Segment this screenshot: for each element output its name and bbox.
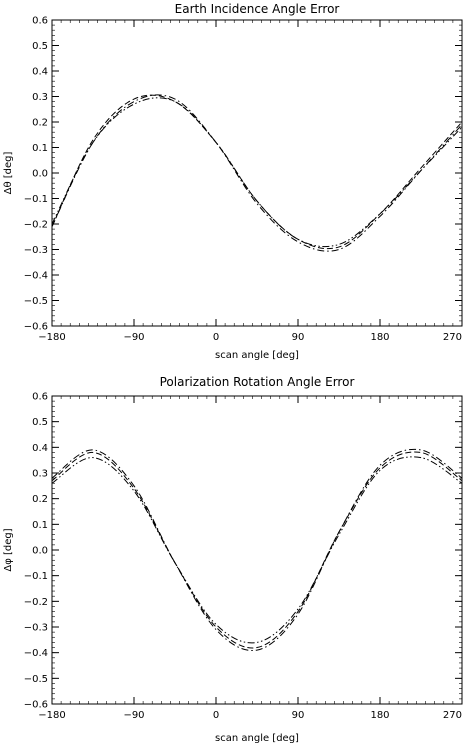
y-tick-label: 0.6 <box>32 392 48 403</box>
y-tick-label: 0.2 <box>32 494 48 505</box>
x-tick-label: −90 <box>123 332 144 343</box>
y-tick-label: 0.1 <box>32 520 48 531</box>
x-tick-label: 90 <box>292 710 305 721</box>
y-tick-label: 0.3 <box>32 469 48 480</box>
y-tick-label: −0.4 <box>24 648 48 659</box>
x-tick-label: 0 <box>213 332 219 343</box>
y-axis-label: Δθ [deg] <box>3 152 14 195</box>
chart-earth-incidence-angle-error: Earth Incidence Angle Error scan angle [… <box>3 2 463 361</box>
y-tick-label: −0.5 <box>24 296 48 307</box>
x-tick-label: −90 <box>123 710 144 721</box>
y-tick-label: −0.6 <box>24 322 48 333</box>
series-line-2 <box>51 448 463 652</box>
x-tick-label: 0 <box>213 710 219 721</box>
y-tick-label: −0.3 <box>24 623 48 634</box>
chart-polarization-rotation-angle-error: Polarization Rotation Angle Error scan a… <box>3 375 463 744</box>
y-tick-label: −0.1 <box>24 194 48 205</box>
chart-title: Polarization Rotation Angle Error <box>160 375 355 389</box>
y-tick-label: −0.5 <box>24 674 48 685</box>
y-tick-label: −0.4 <box>24 271 48 282</box>
series-line-1 <box>51 451 463 649</box>
y-tick-label: 0.0 <box>32 546 48 557</box>
y-tick-label: 0.3 <box>32 92 48 103</box>
chart-title: Earth Incidence Angle Error <box>175 2 340 16</box>
x-tick-label: 270 <box>443 710 462 721</box>
y-tick-label: 0.0 <box>32 169 48 180</box>
series-line-2 <box>51 94 463 252</box>
x-axis-label: scan angle [deg] <box>215 350 299 361</box>
y-axis-label: Δφ [deg] <box>3 528 14 571</box>
plot-frame <box>51 19 463 327</box>
y-tick-label: −0.2 <box>24 220 48 231</box>
y-tick-label: 0.2 <box>32 118 48 129</box>
x-axis-label: scan angle [deg] <box>215 733 299 744</box>
y-tick-label: 0.4 <box>32 67 48 78</box>
y-tick-label: 0.4 <box>32 443 48 454</box>
series-line-3 <box>51 456 463 644</box>
x-tick-label: 180 <box>370 332 389 343</box>
x-tick-label: −180 <box>38 710 65 721</box>
x-tick-label: 180 <box>370 710 389 721</box>
x-tick-label: 90 <box>292 332 305 343</box>
y-tick-label: −0.2 <box>24 597 48 608</box>
series-line-3 <box>51 97 463 248</box>
minor-ticks <box>51 395 463 705</box>
y-tick-label: −0.3 <box>24 245 48 256</box>
x-tick-label: −180 <box>38 332 65 343</box>
y-tick-label: 0.1 <box>32 143 48 154</box>
series-line-1 <box>51 94 463 250</box>
minor-ticks <box>51 19 463 327</box>
plot-frame <box>51 395 463 705</box>
y-tick-label: 0.6 <box>32 16 48 27</box>
y-tick-label: −0.1 <box>24 571 48 582</box>
x-tick-label: 270 <box>443 332 462 343</box>
y-tick-label: −0.6 <box>24 700 48 711</box>
y-tick-label: 0.5 <box>32 41 48 52</box>
y-tick-label: 0.5 <box>32 417 48 428</box>
